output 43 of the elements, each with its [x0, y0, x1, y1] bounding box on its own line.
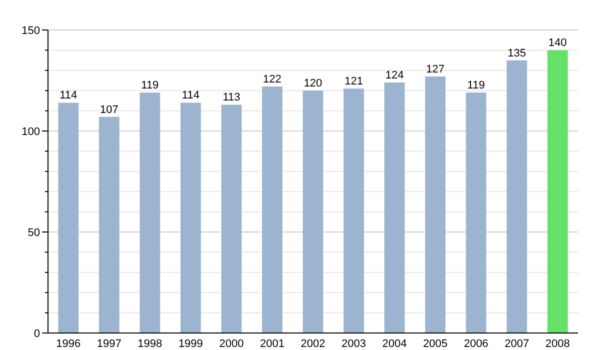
data-label: 121 [344, 76, 363, 88]
data-label: 107 [100, 104, 118, 116]
x-tick-label: 2002 [300, 338, 326, 350]
x-tick-label: 2003 [342, 338, 366, 350]
x-tick-label: 1999 [178, 338, 203, 350]
x-tick-label: 2004 [382, 338, 407, 350]
bar [140, 92, 160, 333]
bar [506, 60, 528, 333]
x-tick-label: 2007 [504, 338, 530, 350]
bar [221, 104, 242, 333]
x-tick-label: 1996 [56, 338, 81, 350]
bar [58, 102, 79, 333]
data-label: 135 [508, 47, 526, 60]
bar [384, 82, 405, 333]
y-tick-label: 150 [22, 25, 40, 37]
y-tick-label: 100 [22, 126, 40, 138]
bar [344, 88, 364, 333]
data-label: 124 [385, 70, 404, 82]
data-label: 120 [304, 78, 322, 90]
y-tick-label: 0 [34, 328, 40, 340]
bar [262, 86, 282, 333]
data-label: 119 [467, 80, 485, 92]
x-tick-label: 2005 [423, 338, 448, 350]
bar [180, 102, 201, 333]
data-label: 113 [222, 92, 240, 104]
bar [98, 116, 120, 333]
x-tick-label: 2000 [219, 338, 244, 350]
data-label: 119 [141, 80, 159, 92]
x-tick-label: 2006 [464, 338, 488, 350]
bar [302, 90, 324, 333]
x-tick-label: 2001 [260, 338, 284, 350]
bar [547, 50, 568, 333]
x-tick-label: 2008 [545, 338, 570, 350]
data-label: 122 [263, 74, 282, 86]
data-label: 140 [548, 37, 567, 50]
data-label: 127 [426, 63, 444, 76]
data-label: 114 [182, 90, 200, 102]
x-tick-label: 1998 [138, 338, 162, 350]
y-tick-label: 50 [28, 227, 40, 239]
x-tick-label: 1997 [96, 338, 122, 350]
bar [466, 92, 486, 333]
data-label: 114 [60, 90, 78, 102]
bar [425, 76, 446, 333]
